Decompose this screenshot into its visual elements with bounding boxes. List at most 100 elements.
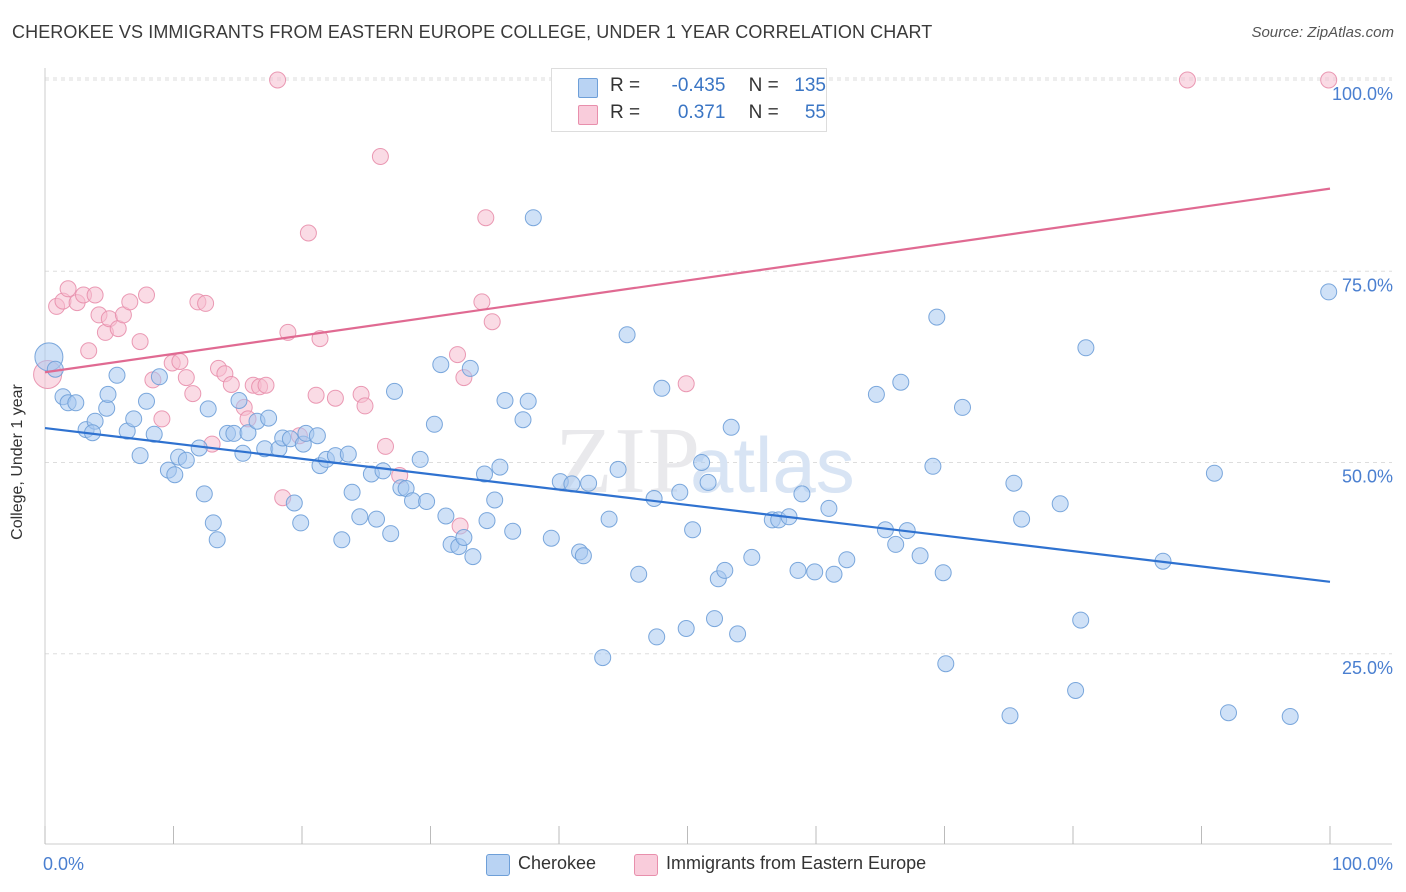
cherokee-point-4	[67, 394, 85, 412]
immigrants-point-14	[131, 333, 149, 351]
cherokee-point-41	[308, 427, 326, 445]
immigrants-point-54	[1320, 71, 1338, 89]
cherokee-point-91	[677, 620, 695, 637]
cherokee-point-113	[892, 373, 910, 391]
cherokee-point-24	[204, 514, 222, 532]
cherokee-point-46	[339, 445, 357, 463]
cherokee-point-14	[138, 392, 155, 410]
cherokee-point-116	[924, 457, 942, 475]
r-label: R =	[610, 75, 641, 96]
cherokee-point-85	[618, 326, 636, 344]
cherokee-point-60	[432, 356, 450, 374]
axes	[44, 68, 1392, 845]
n-value: 55	[804, 102, 826, 123]
cherokee-point-9	[99, 385, 117, 403]
cherokee-point-123	[1013, 510, 1031, 528]
cherokee-point-27	[225, 424, 243, 442]
cherokee-series-points	[34, 209, 1338, 725]
cherokee-point-82	[594, 649, 612, 667]
cherokee-point-110	[867, 385, 885, 403]
cherokee-point-131	[1281, 708, 1299, 725]
cherokee-point-99	[729, 625, 747, 643]
immigrants-point-21	[184, 385, 202, 403]
cherokee-point-23	[199, 400, 217, 418]
cherokee-point-120	[954, 398, 971, 416]
cherokee-point-108	[825, 565, 843, 583]
cherokee-point-93	[693, 454, 711, 471]
cherokee-point-25	[208, 531, 226, 549]
cherokee-point-105	[793, 485, 811, 503]
immigrants-point-3	[59, 280, 77, 298]
immigrants-point-42	[356, 397, 374, 415]
immigrants-point-37	[299, 224, 317, 242]
immigrants-point-52	[677, 375, 695, 393]
y-axis-label: College, Under 1 year	[9, 384, 26, 540]
n-value: 135	[794, 75, 826, 96]
cherokee-point-92	[684, 521, 702, 539]
y-tick-label-100: 100.0%	[1332, 84, 1393, 104]
immigrants-point-17	[153, 410, 171, 428]
y-tick-label-50: 50.0%	[1342, 467, 1393, 487]
cherokee-point-68	[478, 512, 496, 530]
cherokee-point-126	[1072, 611, 1090, 629]
cherokee-point-124	[1051, 495, 1069, 513]
immigrants-point-15	[138, 286, 155, 304]
cherokee-point-104	[789, 561, 807, 579]
cherokee-point-129	[1205, 464, 1223, 482]
cherokee-point-119	[937, 655, 955, 673]
cherokee-trend-line	[44, 426, 1331, 583]
cherokee-point-28	[230, 392, 248, 409]
cherokee-point-18	[166, 466, 184, 484]
source-label: Source: ZipAtlas.com	[1251, 24, 1394, 41]
cherokee-point-94	[699, 473, 717, 491]
cherokee-point-89	[653, 379, 671, 397]
cherokee-point-88	[648, 628, 666, 646]
n-label: N =	[748, 102, 779, 123]
x-tick-label-right: 100.0%	[1332, 854, 1393, 874]
immigrants-point-53	[1178, 71, 1196, 89]
cherokee-point-98	[722, 418, 740, 436]
cherokee-point-97	[716, 561, 734, 579]
immigrants-point-51	[483, 313, 501, 331]
cherokee-point-90	[671, 483, 689, 501]
cherokee-point-73	[514, 411, 532, 429]
immigrants-point-13	[121, 293, 139, 311]
immigrants-point-20	[177, 369, 195, 387]
cherokee-point-65	[461, 359, 479, 377]
immigrants-point-33	[269, 71, 287, 89]
cherokee-point-125	[1067, 682, 1085, 699]
cherokee-point-132	[1320, 283, 1338, 301]
cherokee-point-118	[934, 564, 952, 582]
x-tick-label-left: 0.0%	[43, 854, 84, 874]
immigrants-point-27	[222, 376, 240, 393]
correlation-legend: R = -0.435 N = 135 R = 0.371 N = 55	[551, 68, 827, 132]
cherokee-point-22	[195, 485, 213, 503]
cherokee-point-20	[177, 451, 195, 469]
cherokee-point-95	[706, 610, 723, 628]
cherokee-point-47	[343, 483, 361, 501]
cherokee-point-107	[820, 499, 838, 517]
cherokee-legend-label: Cherokee	[518, 853, 597, 873]
cherokee-point-12	[125, 410, 143, 428]
cherokee-point-10	[108, 366, 126, 384]
cherokee-point-117	[928, 308, 946, 326]
cherokee-point-66	[464, 548, 482, 566]
cherokee-point-13	[131, 447, 149, 465]
cherokee-point-86	[630, 565, 648, 583]
cherokee-point-16	[150, 368, 168, 386]
cherokee-point-106	[806, 563, 824, 581]
immigrants-series-points	[33, 71, 1338, 535]
immigrants-swatch	[578, 105, 598, 125]
immigrants-point-50	[477, 209, 495, 227]
cherokee-point-45	[333, 531, 351, 549]
immigrants-point-6	[80, 342, 98, 360]
r-value: 0.371	[677, 102, 726, 123]
cherokee-point-53	[386, 382, 403, 400]
cherokee-point-38	[292, 514, 310, 532]
n-label: N =	[748, 75, 779, 96]
cherokee-point-112	[887, 535, 905, 553]
y-tick-label-25: 25.0%	[1342, 658, 1393, 678]
trend-lines	[44, 187, 1331, 583]
immigrants-point-32	[257, 376, 275, 394]
